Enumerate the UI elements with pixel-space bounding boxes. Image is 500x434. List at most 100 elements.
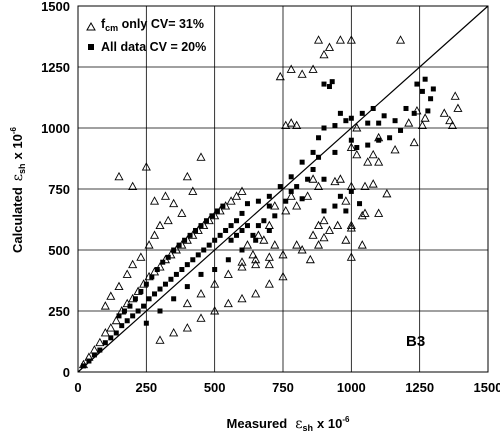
- x-tick-label: 1500: [474, 380, 500, 395]
- data-point-square: [326, 84, 332, 90]
- data-point-triangle: [346, 223, 356, 232]
- y-tick-labels: 0 250 500 750 1000 1250 1500: [41, 0, 70, 380]
- data-point-triangle: [182, 298, 192, 308]
- data-point-square: [272, 213, 278, 219]
- data-point-triangle: [395, 35, 406, 44]
- data-point-square: [316, 135, 322, 141]
- data-point-triangle: [412, 105, 422, 115]
- data-point-square: [348, 188, 354, 194]
- data-point-triangle: [374, 208, 384, 217]
- legend-label-fcm: fcm only CV= 31%: [101, 17, 204, 33]
- data-point-square: [228, 237, 234, 243]
- x-axis-title: Measured εsh x 10-6: [227, 415, 350, 433]
- data-point-triangle: [308, 230, 318, 239]
- data-point-square: [354, 145, 360, 151]
- y-tick-label: 250: [48, 304, 70, 319]
- legend-marker-square: [88, 44, 94, 50]
- data-point-triangle: [368, 179, 378, 188]
- y-tick-label: 1500: [41, 0, 70, 14]
- data-point-square: [411, 110, 417, 116]
- data-point-triangle: [292, 201, 302, 210]
- data-point-triangle: [259, 235, 269, 244]
- data-point-square: [193, 227, 199, 233]
- data-point-triangle: [450, 91, 460, 100]
- data-point-triangle: [188, 186, 198, 195]
- data-point-triangle: [275, 71, 285, 81]
- data-point-triangle: [155, 262, 165, 271]
- data-point-triangle: [404, 118, 414, 127]
- data-point-triangle: [308, 174, 318, 183]
- data-point-triangle: [100, 301, 110, 310]
- data-point-square: [223, 227, 229, 233]
- data-point-square: [179, 267, 185, 273]
- data-point-triangle: [177, 208, 187, 217]
- y-axis-subscript: sh: [17, 163, 27, 174]
- data-point-triangle: [324, 225, 335, 234]
- data-point-triangle: [352, 149, 362, 159]
- data-point-square: [187, 232, 193, 238]
- data-point-triangle: [445, 115, 455, 125]
- data-point-square: [348, 137, 354, 143]
- data-point-square: [234, 232, 240, 238]
- data-point-triangle: [303, 191, 313, 200]
- data-point-triangle: [169, 198, 179, 208]
- data-point-square: [370, 105, 376, 111]
- data-point-square: [343, 118, 349, 124]
- data-point-triangle: [196, 288, 206, 298]
- series-group: [78, 35, 463, 369]
- panel-label-b3: B3: [406, 333, 425, 350]
- data-point-square: [171, 247, 177, 253]
- data-point-triangle: [166, 249, 176, 259]
- data-point-triangle: [346, 220, 356, 230]
- y-axis-symbol: ε: [10, 174, 26, 181]
- data-point-square: [387, 135, 393, 141]
- data-point-square: [332, 203, 338, 209]
- data-point-square: [310, 149, 316, 155]
- data-point-triangle: [417, 120, 427, 130]
- data-point-square: [234, 218, 240, 224]
- y-tick-label: 750: [48, 182, 70, 197]
- data-point-square: [113, 330, 119, 336]
- data-point-triangle: [111, 315, 121, 325]
- data-point-triangle: [264, 279, 274, 288]
- data-point-square: [403, 105, 409, 111]
- legend: fcm only CV= 31% All data CV = 20%: [86, 17, 206, 54]
- data-point-triangle: [237, 257, 247, 266]
- data-point-square: [206, 242, 212, 248]
- data-point-square: [80, 363, 86, 369]
- data-point-square: [365, 120, 371, 126]
- data-point-square: [321, 125, 327, 131]
- data-point-square: [217, 232, 223, 238]
- data-point-triangle: [223, 298, 233, 308]
- data-point-triangle: [420, 113, 430, 122]
- data-point-square: [261, 218, 267, 224]
- data-point-square: [294, 184, 300, 190]
- data-point-triangle: [149, 196, 160, 205]
- data-point-triangle: [144, 240, 154, 249]
- data-point-square: [253, 237, 259, 243]
- data-point-square: [332, 123, 338, 129]
- data-point-square: [203, 218, 209, 224]
- data-point-square: [239, 247, 245, 253]
- data-point-triangle: [114, 171, 124, 181]
- data-point-triangle: [106, 291, 116, 300]
- y-axis-multiplier: x 10: [10, 134, 25, 159]
- data-point-square: [198, 271, 204, 277]
- data-point-triangle: [149, 230, 160, 239]
- data-point-triangle: [128, 259, 138, 269]
- data-point-triangle: [242, 240, 253, 249]
- data-point-square: [239, 227, 245, 233]
- data-point-triangle: [292, 120, 302, 130]
- data-point-square: [171, 296, 177, 302]
- data-point-triangle: [319, 232, 329, 242]
- data-point-triangle: [251, 259, 261, 269]
- data-point-square: [348, 115, 354, 121]
- data-point-square: [332, 149, 338, 155]
- data-point-square: [195, 252, 201, 258]
- data-point-triangle: [330, 176, 340, 186]
- data-point-square: [365, 142, 371, 148]
- data-point-square: [359, 110, 365, 116]
- y-tick-label: 1250: [41, 60, 70, 75]
- data-point-square: [376, 137, 382, 143]
